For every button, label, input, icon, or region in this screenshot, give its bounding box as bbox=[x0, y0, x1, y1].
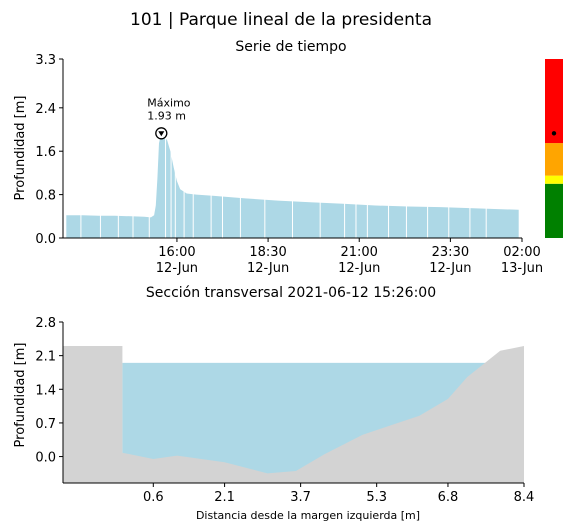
y-tick-label: 1.6 bbox=[35, 145, 56, 160]
x-tick-label: 3.7 bbox=[290, 490, 311, 505]
figure-title: 101 | Parque lineal de la presidenta bbox=[130, 10, 432, 30]
cross-section-y-label: Profundidad [m] bbox=[13, 343, 28, 448]
max-label: Máximo bbox=[147, 96, 191, 109]
x-tick-label-date: 12-Jun bbox=[247, 261, 289, 276]
x-tick-label-time: 23:30 bbox=[432, 245, 469, 260]
max-marker-arrow bbox=[158, 131, 165, 137]
alert-band bbox=[545, 183, 563, 238]
x-tick-label: 5.3 bbox=[366, 490, 387, 505]
y-tick-label: 0.0 bbox=[35, 451, 56, 466]
y-tick-label: 1.4 bbox=[35, 383, 56, 398]
depth-area bbox=[66, 133, 519, 238]
x-tick-label: 0.6 bbox=[143, 490, 164, 505]
cross-section-panel: Sección transversal 2021-06-12 15:26:00 … bbox=[13, 285, 534, 522]
time-series-y-label: Profundidad [m] bbox=[13, 96, 28, 201]
cross-section-y-axis: 0.0 0.7 1.4 2.1 2.8 bbox=[35, 316, 64, 483]
time-series-y-axis: 0.0 0.8 1.6 2.4 3.3 bbox=[35, 53, 64, 247]
cross-section-title: Sección transversal 2021-06-12 15:26:00 bbox=[146, 285, 436, 301]
alert-band bbox=[545, 175, 563, 184]
cross-section-x-axis: 0.6 2.1 3.7 5.3 6.8 8.4 bbox=[63, 482, 535, 505]
x-tick-label: 2.1 bbox=[214, 490, 235, 505]
terrain-area bbox=[63, 346, 524, 483]
x-tick-label-date: 12-Jun bbox=[338, 261, 380, 276]
y-tick-label: 0.8 bbox=[35, 189, 56, 204]
x-tick-label-time: 02:00 bbox=[503, 245, 540, 260]
alert-band bbox=[545, 59, 563, 144]
y-tick-label: 3.3 bbox=[35, 53, 56, 68]
y-tick-label: 0.0 bbox=[35, 232, 56, 247]
alert-marker bbox=[551, 131, 557, 136]
x-tick-label-time: 16:00 bbox=[158, 245, 195, 260]
x-tick-label-date: 12-Jun bbox=[429, 261, 471, 276]
x-tick-label-time: 18:30 bbox=[249, 245, 286, 260]
x-tick-label-date: 13-Jun bbox=[501, 261, 543, 276]
x-tick-label: 8.4 bbox=[514, 490, 535, 505]
max-value: 1.93 m bbox=[147, 109, 186, 122]
alert-scale bbox=[545, 59, 563, 238]
time-series-title: Serie de tiempo bbox=[235, 39, 346, 55]
y-tick-label: 2.4 bbox=[35, 102, 56, 117]
alert-band bbox=[545, 143, 563, 176]
cross-section-x-label: Distancia desde la margen izquierda [m] bbox=[196, 509, 420, 522]
x-tick-label: 6.8 bbox=[438, 490, 459, 505]
y-tick-label: 2.8 bbox=[35, 316, 56, 331]
x-tick-label-date: 12-Jun bbox=[156, 261, 198, 276]
y-tick-label: 0.7 bbox=[35, 417, 56, 432]
x-tick-label-time: 21:00 bbox=[340, 245, 377, 260]
y-tick-label: 2.1 bbox=[35, 350, 56, 365]
cross-section-plot bbox=[63, 346, 524, 483]
time-series-x-axis: 16:0012-Jun18:3012-Jun21:0012-Jun23:3012… bbox=[63, 237, 543, 276]
